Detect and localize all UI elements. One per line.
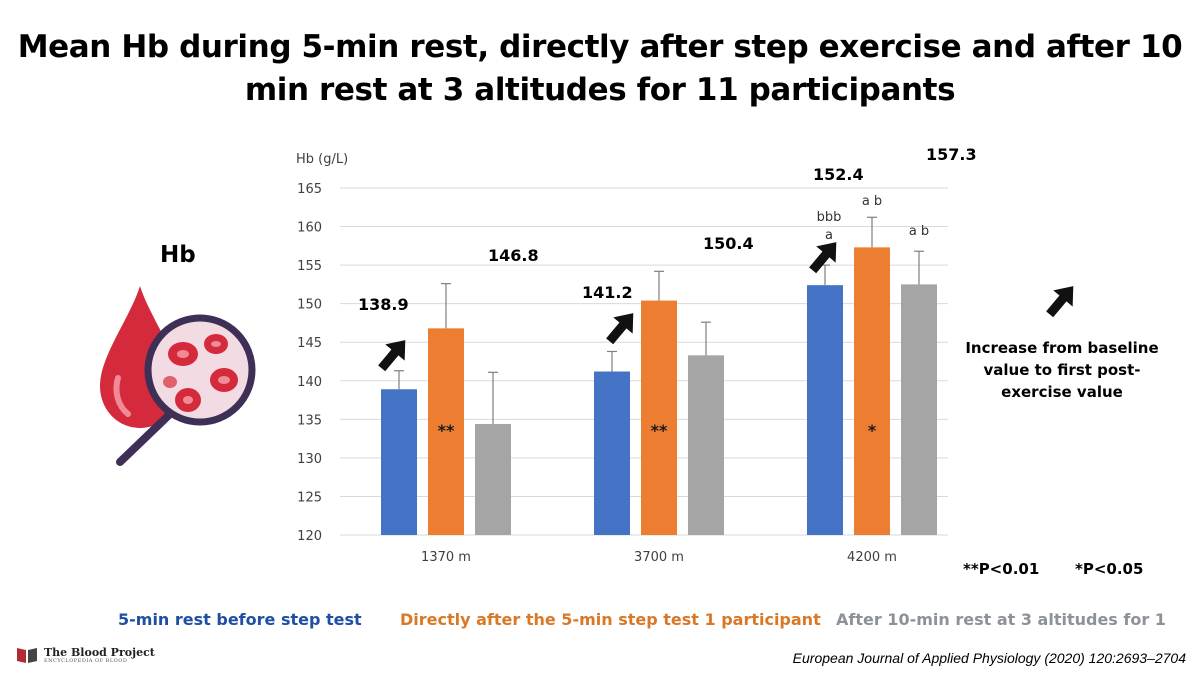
letter-annotation: a b bbox=[909, 224, 929, 239]
bar bbox=[807, 285, 843, 535]
bar bbox=[475, 423, 511, 535]
legend-item-rest: 5-min rest before step test bbox=[118, 610, 362, 629]
bar bbox=[381, 389, 417, 535]
increase-arrow-icon bbox=[606, 313, 634, 345]
legend-item-after-exercise: Directly after the 5-min step test 1 par… bbox=[400, 610, 821, 629]
value-label: 150.4 bbox=[703, 234, 754, 253]
bar bbox=[854, 247, 890, 535]
y-tick-label: 125 bbox=[297, 490, 322, 505]
significance-marker: ** bbox=[651, 421, 668, 440]
y-tick-label: 130 bbox=[297, 452, 322, 467]
bar bbox=[428, 328, 464, 535]
y-axis-label: Hb (g/L) bbox=[296, 152, 348, 167]
legend-item-after-rest: After 10-min rest at 3 altitudes for 1 bbox=[836, 610, 1166, 629]
citation: European Journal of Applied Physiology (… bbox=[792, 650, 1186, 666]
letter-annotation: a b bbox=[862, 194, 882, 209]
x-tick-label: 3700 m bbox=[634, 550, 684, 565]
value-label: 138.9 bbox=[358, 295, 409, 314]
increase-arrow-icon bbox=[378, 340, 406, 372]
value-label: 146.8 bbox=[488, 246, 539, 265]
x-tick-label: 4200 m bbox=[847, 550, 897, 565]
book-icon bbox=[17, 648, 37, 663]
y-tick-label: 135 bbox=[297, 413, 322, 428]
hb-icon-label: Hb bbox=[160, 242, 196, 268]
chart-title: Mean Hb during 5-min rest, directly afte… bbox=[17, 29, 1183, 108]
logo: The Blood Project ENCYCLOPEDIA OF BLOOD bbox=[16, 646, 155, 664]
y-tick-label: 140 bbox=[297, 375, 322, 390]
value-label: 152.4 bbox=[813, 165, 864, 184]
y-tick-label: 145 bbox=[297, 336, 322, 351]
logo-tagline: ENCYCLOPEDIA OF BLOOD bbox=[44, 657, 128, 664]
bar bbox=[594, 371, 630, 535]
arrow-note: Increase from baseline value to first po… bbox=[965, 339, 1159, 401]
y-tick-label: 150 bbox=[297, 298, 322, 313]
letter-annotation: a bbox=[825, 228, 833, 243]
y-tick-label: 155 bbox=[297, 259, 322, 274]
logo-name: The Blood Project bbox=[44, 645, 155, 659]
bar bbox=[641, 300, 677, 535]
value-label: 141.2 bbox=[582, 283, 633, 302]
blood-magnifier-icon bbox=[100, 286, 256, 466]
y-tick-label: 160 bbox=[297, 221, 322, 236]
significance-marker: ** bbox=[438, 421, 455, 440]
significance-p005: *P<0.05 bbox=[1075, 560, 1144, 578]
value-label: 157.3 bbox=[926, 145, 977, 164]
significance-marker: * bbox=[868, 421, 877, 440]
y-tick-label: 120 bbox=[297, 529, 322, 544]
bar bbox=[688, 355, 724, 535]
x-tick-label: 1370 m bbox=[421, 550, 471, 565]
bar bbox=[901, 284, 937, 535]
y-tick-label: 165 bbox=[297, 182, 322, 197]
significance-p001: **P<0.01 bbox=[963, 560, 1040, 578]
increase-arrow-icon bbox=[1046, 286, 1074, 318]
letter-annotation: bbb bbox=[817, 210, 842, 225]
increase-arrow-icon bbox=[809, 242, 837, 274]
